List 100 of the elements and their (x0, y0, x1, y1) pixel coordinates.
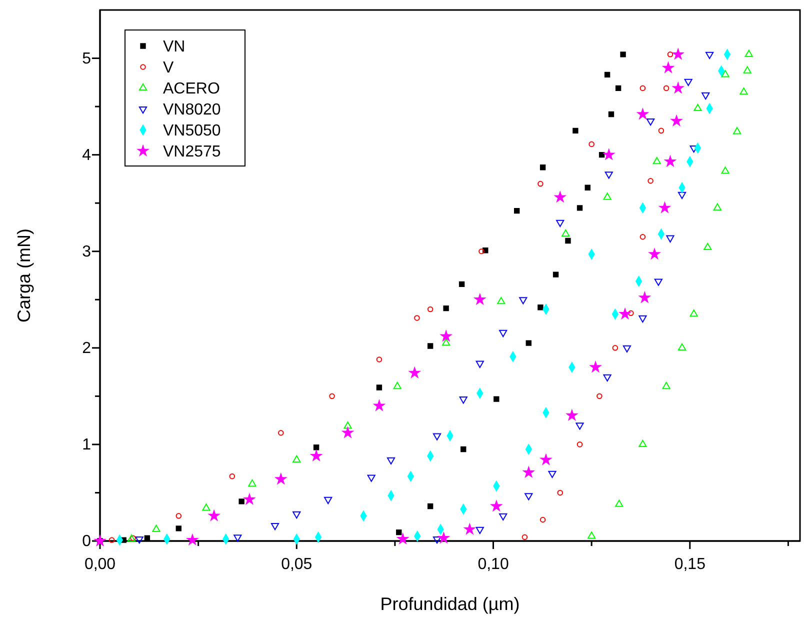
point (637, 108, 648, 119)
point (278, 430, 284, 436)
point (596, 393, 602, 400)
point (460, 446, 466, 452)
point (713, 203, 722, 210)
point (608, 111, 614, 118)
point (590, 362, 601, 372)
point (432, 433, 442, 440)
point (603, 192, 612, 200)
point (523, 466, 534, 478)
point (612, 345, 618, 351)
point (152, 524, 160, 532)
point (705, 52, 714, 60)
point (743, 66, 752, 74)
point (615, 500, 624, 507)
point (144, 535, 150, 541)
point (202, 504, 210, 511)
point (329, 393, 335, 400)
point (562, 229, 570, 237)
point (690, 310, 698, 317)
point (704, 242, 712, 250)
point (324, 496, 332, 504)
point (620, 308, 630, 319)
x-tick-label: 0,10 (478, 556, 509, 574)
point (478, 248, 484, 254)
y-tick-label: 5 (82, 50, 92, 68)
point (662, 62, 674, 73)
point (588, 141, 594, 148)
x-tick-label: 0,05 (281, 556, 312, 574)
point (176, 526, 182, 532)
point (540, 164, 546, 170)
point (620, 52, 626, 58)
point (490, 500, 502, 511)
point (526, 340, 532, 346)
point (208, 510, 220, 521)
point (519, 297, 528, 304)
point (576, 442, 583, 448)
point (666, 235, 674, 242)
point (576, 422, 584, 430)
point (556, 220, 564, 228)
y-axis-title: Carga (mN) (14, 228, 34, 323)
point (640, 85, 646, 92)
point (234, 534, 242, 542)
point (248, 479, 256, 487)
point (694, 104, 702, 112)
point (658, 128, 664, 134)
point (474, 294, 486, 304)
point (458, 281, 465, 288)
point (662, 382, 670, 390)
point (397, 533, 408, 544)
point (292, 511, 301, 519)
x-axis-title: Profundidad (µm) (380, 594, 520, 614)
point (440, 330, 452, 342)
point (376, 384, 382, 390)
x-tick-label: 0,15 (674, 556, 706, 574)
point (603, 149, 614, 160)
point (499, 513, 508, 521)
point (393, 382, 402, 390)
point (497, 296, 506, 304)
point (538, 180, 544, 187)
point (396, 529, 402, 536)
point (554, 192, 566, 202)
point (275, 474, 286, 484)
point (108, 537, 115, 543)
point (476, 360, 484, 368)
point (524, 493, 533, 500)
point (733, 127, 742, 134)
point (367, 474, 376, 482)
point (94, 535, 106, 546)
point (672, 48, 684, 60)
y-tick-label: 0 (82, 533, 92, 550)
legend-label: VN8020 (163, 102, 221, 119)
point (604, 72, 610, 78)
point (187, 534, 198, 545)
point (538, 304, 544, 310)
point (572, 128, 578, 134)
point (622, 345, 632, 353)
point (548, 470, 556, 478)
point (638, 315, 647, 323)
point (628, 310, 634, 316)
point (464, 524, 476, 534)
point (667, 52, 674, 58)
point (540, 516, 546, 523)
point (638, 440, 647, 448)
point (342, 427, 354, 438)
point (432, 536, 442, 544)
point (499, 330, 508, 338)
point (721, 166, 730, 174)
point (684, 78, 692, 86)
y-tick-label: 2 (82, 340, 92, 358)
point (376, 356, 382, 362)
point (659, 202, 670, 213)
point (603, 374, 612, 382)
point (604, 172, 613, 179)
point (646, 118, 655, 126)
x-tick-label: 0,00 (84, 556, 116, 574)
point (476, 526, 484, 534)
point (615, 85, 622, 92)
point (672, 82, 684, 93)
point (664, 156, 676, 166)
